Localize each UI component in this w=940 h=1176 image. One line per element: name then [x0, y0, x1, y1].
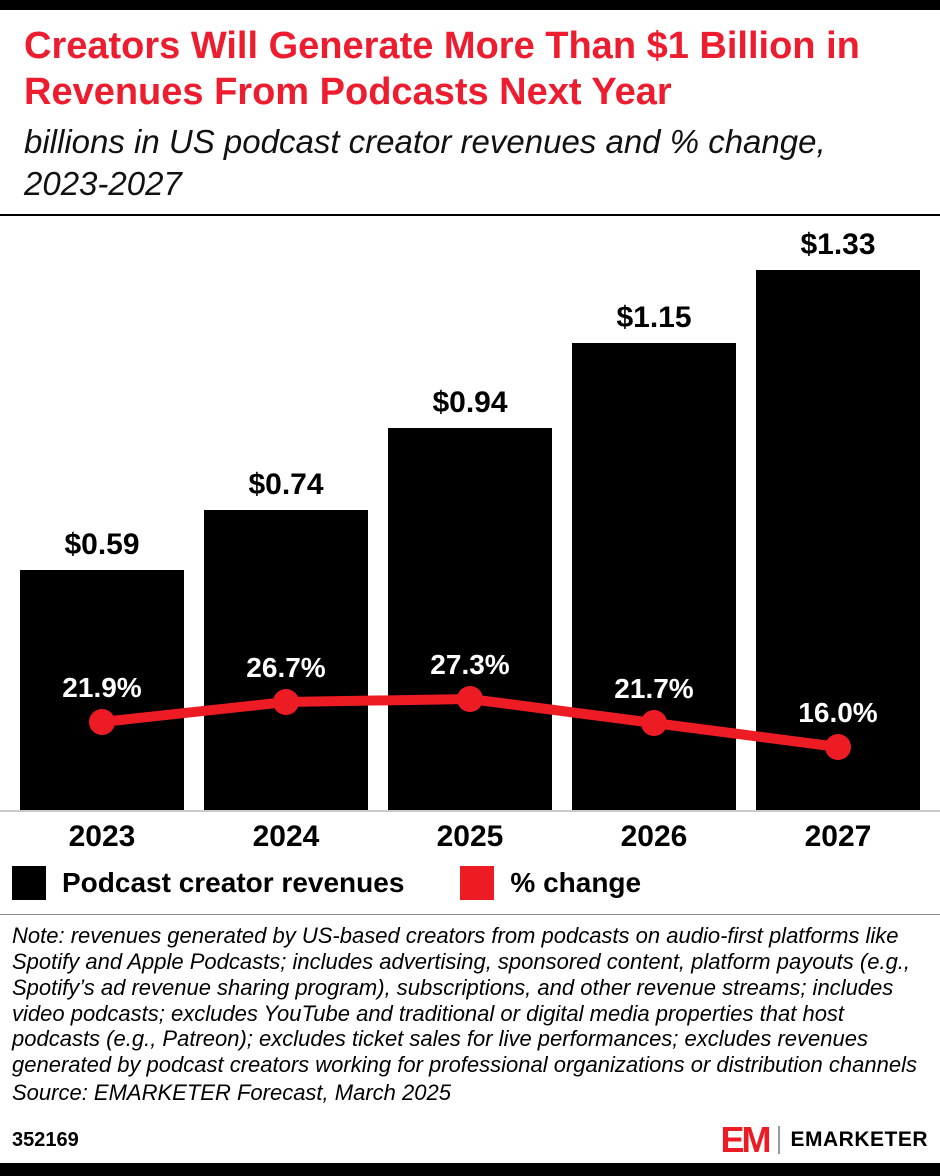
- x-axis-label: 2025: [436, 819, 504, 853]
- logo-separator: [778, 1126, 781, 1154]
- percent-change-label: 21.9%: [62, 671, 142, 703]
- chart-id: 352169: [12, 1128, 79, 1151]
- bar-slot: $0.94: [378, 386, 562, 810]
- percent-change-label: 26.7%: [246, 651, 326, 683]
- note-divider: [0, 913, 940, 915]
- revenue-bar: [388, 427, 552, 810]
- percent-change-label: 21.7%: [614, 672, 694, 704]
- legend-label-change: % change: [510, 866, 642, 898]
- legend-swatch-revenues: [12, 865, 46, 900]
- bar-line-chart: $0.59 $0.74 $0.94 $1.15 $1.33 21.9% 26.7% 27.3…: [0, 216, 940, 812]
- bar-value-label: $0.59: [64, 527, 140, 561]
- revenue-bar: [204, 509, 368, 810]
- chart-subtitle: billions in US podcast creator revenues …: [24, 123, 826, 203]
- header-divider: [0, 213, 940, 216]
- bar-value-label: $1.33: [800, 227, 876, 261]
- revenue-bar: [20, 569, 184, 810]
- bar-value-label: $1.15: [616, 300, 692, 334]
- footer: 352169 EM EMARKETER: [0, 1117, 940, 1163]
- chart-header: Creators Will Generate More Than $1 Bill…: [0, 10, 940, 214]
- bar-value-label: $0.94: [432, 385, 508, 419]
- chart-title: Creators Will Generate More Than $1 Bill…: [24, 25, 860, 113]
- top-accent-bar: [0, 0, 940, 10]
- percent-change-label: 27.3%: [430, 648, 510, 680]
- percent-change-label: 16.0%: [798, 696, 878, 728]
- bar-slot: $0.74: [194, 468, 378, 810]
- legend-swatch-change: [460, 865, 495, 900]
- bar-slot: $1.15: [562, 301, 746, 810]
- emarketer-logo-text: EMARKETER: [790, 1128, 928, 1151]
- emarketer-logo-mark: EM: [720, 1119, 771, 1160]
- bar-group: $0.59 $0.74 $0.94 $1.15 $1.33: [0, 216, 940, 810]
- bottom-accent-bar: [0, 1163, 940, 1176]
- x-axis-label: 2024: [252, 819, 320, 853]
- x-axis-label: 2027: [804, 819, 872, 853]
- source-text: Source: EMARKETER Forecast, March 2025: [12, 1080, 451, 1106]
- legend: Podcast creator revenues % change: [0, 858, 940, 912]
- x-axis-label: 2026: [620, 819, 688, 853]
- bar-value-label: $0.74: [248, 467, 324, 501]
- bar-slot: $0.59: [10, 528, 194, 810]
- legend-label-revenues: Podcast creator revenues: [62, 866, 405, 898]
- emarketer-logo: EM EMARKETER: [720, 1122, 928, 1158]
- x-axis-label: 2023: [68, 819, 136, 853]
- x-axis: 2023 2024 2025 2026 2027: [0, 812, 940, 858]
- note-text: Note: revenues generated by US-based cre…: [12, 922, 917, 1078]
- revenue-bar: [756, 269, 920, 810]
- revenue-bar: [572, 342, 736, 810]
